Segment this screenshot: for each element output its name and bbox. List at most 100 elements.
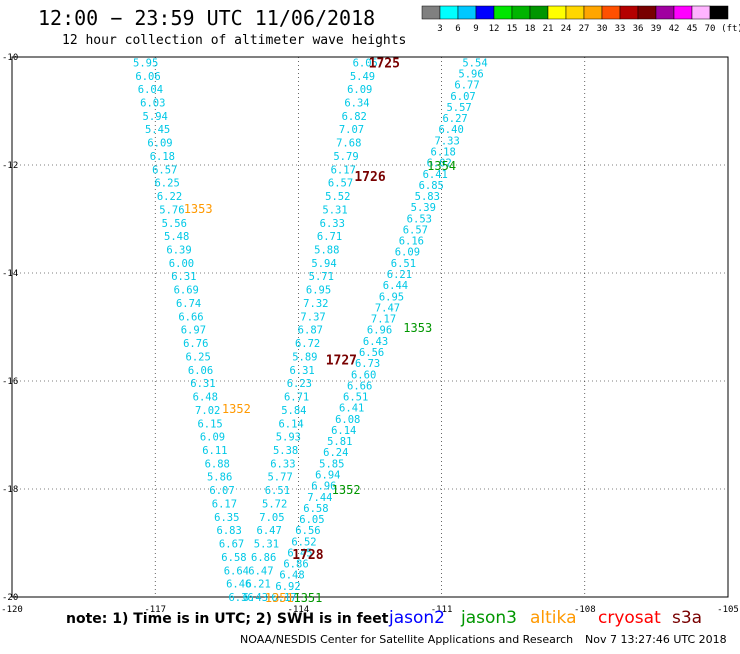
colorbar-tick-label: 12 <box>489 24 500 34</box>
wave-height-value: 5.56 <box>162 218 187 230</box>
wave-height-value: 6.17 <box>212 498 237 510</box>
wave-height-value: 6.18 <box>431 147 456 159</box>
wave-height-value: 6.71 <box>284 392 309 404</box>
wave-height-value: 6.24 <box>323 447 348 459</box>
legend-altika: altika <box>530 608 577 628</box>
wave-height-value: 6.41 <box>339 403 364 415</box>
wave-height-value: 6.95 <box>379 291 404 303</box>
wave-height-value: 7.44 <box>307 492 332 504</box>
wave-height-value: 5.52 <box>325 191 350 203</box>
wave-height-value: 6.09 <box>200 432 225 444</box>
wave-height-value: 6.27 <box>442 113 467 125</box>
wave-height-value: 6.11 <box>202 445 227 457</box>
wave-height-value: 5.57 <box>446 102 471 114</box>
pass-time-label-altika: 1351 <box>265 591 294 605</box>
longitude-tick-label: -117 <box>144 605 166 615</box>
pass-time-labels: 1725 1726 1727 1728 1354 1353 1352 1351 1353 1352… <box>184 56 456 605</box>
wave-height-value: 6.77 <box>454 80 479 92</box>
wave-height-value: 6.58 <box>303 503 328 515</box>
wave-height-value: 6.43 <box>243 592 268 604</box>
wave-height-value: 6.64 <box>224 565 249 577</box>
plot-frame <box>11 56 729 598</box>
track-middle: 6.055.496.096.346.827.077.685.796.176.57… <box>243 57 378 604</box>
wave-height-value: 6.94 <box>315 469 340 481</box>
wave-height-value: 5.88 <box>314 245 339 257</box>
longitude-tick-label: -111 <box>431 605 453 615</box>
wave-height-value: 7.02 <box>195 405 220 417</box>
latitude-tick-label: -12 <box>2 161 18 171</box>
wave-height-value: 6.31 <box>171 271 196 283</box>
wave-height-value: 6.57 <box>152 164 177 176</box>
track-west: 5.956.066.046.035.945.456.096.186.576.25… <box>133 57 254 604</box>
wave-height-value: 6.09 <box>395 247 420 259</box>
colorbar-tick-label: 70 <box>705 24 716 34</box>
wave-height-value: 6.41 <box>423 169 448 181</box>
longitude-tick-label: -114 <box>288 605 310 615</box>
wave-height-value: 6.40 <box>438 124 463 136</box>
wave-height-value: 7.68 <box>336 138 361 150</box>
wave-height-value: 5.72 <box>262 498 287 510</box>
wave-height-value: 6.33 <box>320 218 345 230</box>
colorbar-tick-label: 42 <box>669 24 680 34</box>
colorbar-tick-label: 9 <box>473 24 478 34</box>
wave-height-value: 6.83 <box>217 525 242 537</box>
map-subtitle: 12 hour collection of altimeter wave hei… <box>62 33 407 48</box>
wave-height-value: 5.79 <box>333 151 358 163</box>
legend-cryosat: cryosat <box>598 608 661 628</box>
wave-height-value: 5.39 <box>411 202 436 214</box>
wave-height-value: 6.95 <box>306 285 331 297</box>
wave-height-value: 6.96 <box>367 325 392 337</box>
colorbar-tick-label: 6 <box>455 24 460 34</box>
wave-height-value: 7.32 <box>303 298 328 310</box>
wave-height-value: 6.43 <box>363 336 388 348</box>
wave-height-value: 7.47 <box>375 302 400 314</box>
wave-height-value: 6.66 <box>347 380 372 392</box>
legend-jason2: jason2 <box>389 608 445 628</box>
pass-time-label-jason3: 1351 <box>293 591 322 605</box>
wave-height-value: 6.48 <box>279 570 304 582</box>
latitude-labels: -10 -12 -14 -16 -18 -20 <box>2 53 18 603</box>
wave-height-value: 5.77 <box>267 472 292 484</box>
colorbar-tick-label: 33 <box>615 24 626 34</box>
wave-height-value: 6.02 <box>427 158 452 170</box>
wave-height-value: 5.89 <box>292 351 317 363</box>
wave-height-value: 6.87 <box>298 325 323 337</box>
wave-height-value: 5.83 <box>415 191 440 203</box>
wave-height-value: 6.03 <box>140 97 165 109</box>
wave-height-value: 6.82 <box>342 111 367 123</box>
wave-height-value: 6.00 <box>169 258 194 270</box>
wave-height-value: 6.21 <box>387 269 412 281</box>
colorbar-tick-label: 24 <box>561 24 572 34</box>
colorbar-unit-label: (ft) <box>721 24 740 34</box>
wave-height-value: 5.49 <box>350 71 375 83</box>
colorbar-tick-label: 15 <box>507 24 518 34</box>
colorbar-tick-label: 18 <box>525 24 536 34</box>
wave-height-value: 6.06 <box>135 71 160 83</box>
pass-time-label-jason3: 1353 <box>403 321 432 335</box>
wave-height-value: 6.07 <box>450 91 475 103</box>
wave-height-value: 6.47 <box>248 565 273 577</box>
wave-height-value: 6.16 <box>399 236 424 248</box>
pass-time-label-s3a: 1728 <box>292 548 323 563</box>
map-title: 12:00 − 23:59 UTC 11/06/2018 <box>38 6 376 30</box>
track-east: 5.545.966.776.075.576.276.407.336.186.02… <box>271 57 487 604</box>
wave-height-value: 5.93 <box>276 432 301 444</box>
colorbar-tick-label: 39 <box>651 24 662 34</box>
colorbar-swatch <box>709 5 729 20</box>
wave-height-value: 6.56 <box>295 525 320 537</box>
wave-height-value: 5.38 <box>273 445 298 457</box>
wave-height-value: 6.21 <box>246 579 271 591</box>
wave-height-value: 6.86 <box>283 559 308 571</box>
wave-height-value: 6.39 <box>166 245 191 257</box>
wave-height-value: 6.46 <box>226 579 251 591</box>
wave-height-value: 6.06 <box>188 365 213 377</box>
wave-height-value: 6.45 <box>287 547 312 559</box>
wave-height-value: 5.71 <box>309 271 334 283</box>
wave-height-value: 6.72 <box>295 338 320 350</box>
pass-time-label-s3a: 1726 <box>354 170 385 185</box>
wave-height-value: 5.48 <box>164 231 189 243</box>
